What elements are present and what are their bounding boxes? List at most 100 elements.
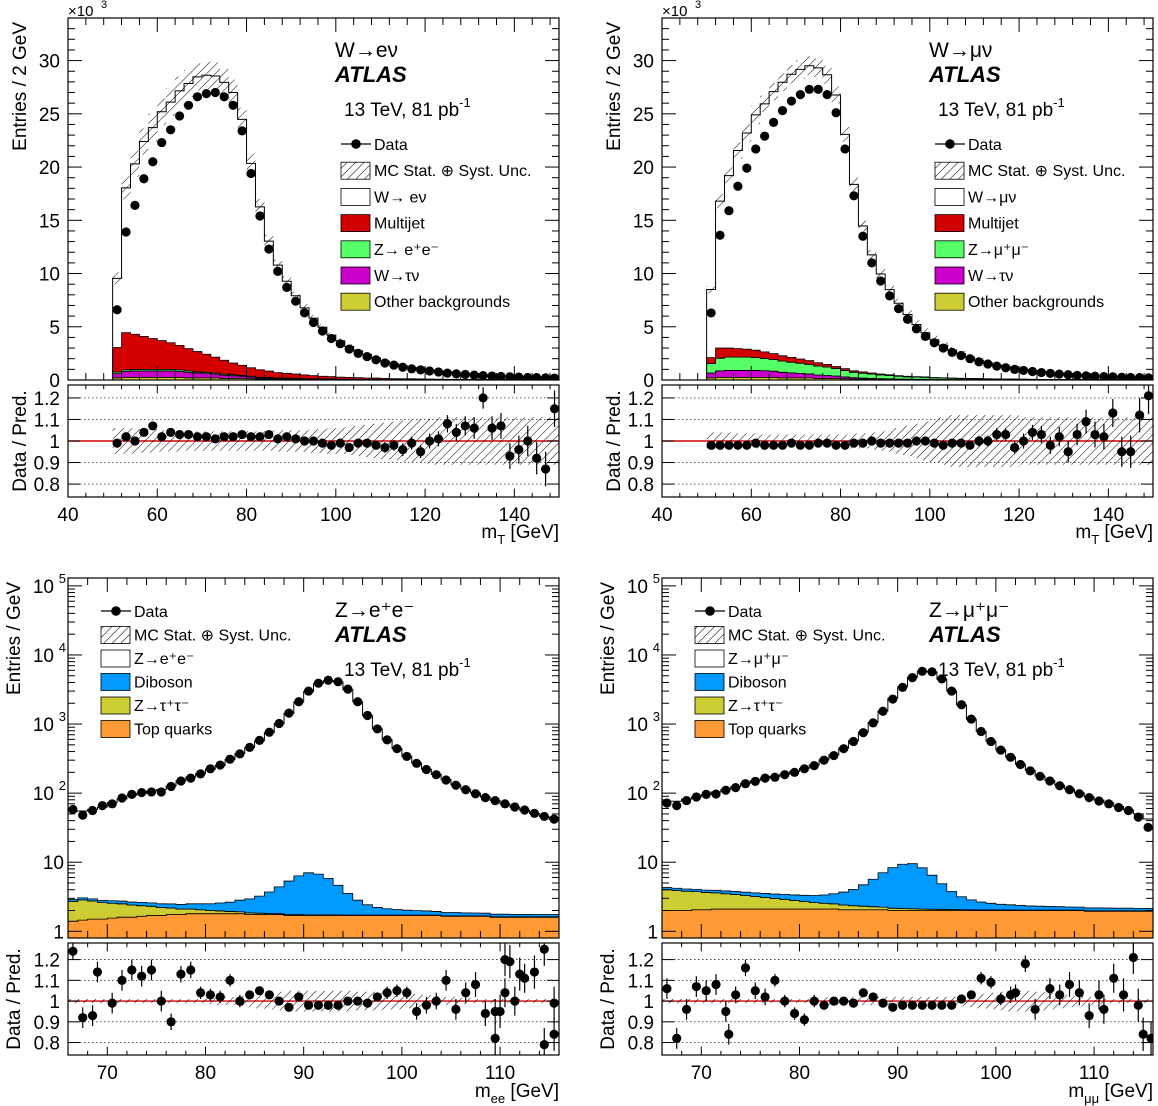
ratio-point	[1001, 429, 1011, 440]
y-tick-label: 10	[39, 265, 60, 286]
x-tick-label: 100	[386, 1063, 418, 1084]
data-point	[868, 718, 878, 728]
data-point	[947, 686, 957, 696]
main-frame	[661, 577, 1154, 939]
data-point	[205, 764, 215, 774]
legend-label: W→ eν	[374, 189, 426, 206]
ratio-point	[470, 979, 481, 990]
data-point	[148, 157, 158, 167]
y-tick-label: 15	[633, 211, 654, 232]
ratio-point	[751, 438, 761, 448]
ratio-point	[192, 432, 203, 442]
data-point	[1064, 785, 1075, 795]
ratio-point	[460, 421, 470, 431]
data-point	[768, 117, 779, 127]
data-point	[215, 760, 225, 770]
data-point	[87, 805, 98, 816]
ratio-axis-label: Data / Pred.	[598, 948, 619, 1049]
data-point	[228, 100, 238, 110]
ratio-point	[1020, 959, 1030, 969]
data-point	[920, 331, 930, 341]
ratio-point	[87, 1010, 98, 1021]
data-point	[176, 776, 186, 786]
data-point	[382, 735, 392, 745]
y-tick-label: 10	[637, 853, 658, 874]
data-point	[813, 84, 823, 94]
ratio-point	[421, 1000, 432, 1010]
legend-label: Z→e⁺e⁻	[134, 651, 194, 668]
ratio-point	[294, 992, 304, 1002]
data-point	[245, 742, 255, 752]
data-point	[927, 667, 937, 677]
ratio-point	[1128, 952, 1138, 963]
data-point	[986, 736, 996, 747]
ratio-y-tick-label: 0.8	[34, 1034, 60, 1055]
data-point	[514, 372, 524, 380]
data-point	[130, 200, 140, 210]
data-point	[777, 106, 788, 116]
ratio-point	[920, 436, 930, 446]
data-point	[804, 84, 814, 94]
data-point	[965, 354, 975, 364]
x-tick-label: 120	[1003, 505, 1035, 526]
data-point	[372, 724, 382, 734]
ratio-point	[819, 1000, 829, 1010]
x-tick-label: 100	[980, 1063, 1012, 1084]
y-axis-label: Entries / 2 GeV	[604, 22, 625, 151]
legend-label: Data	[968, 137, 1002, 154]
ratio-point	[228, 432, 238, 442]
data-point	[344, 344, 354, 354]
legend-swatch	[934, 214, 965, 233]
legend-swatch	[340, 292, 371, 311]
ratio-point	[813, 438, 823, 448]
ratio-point	[809, 996, 819, 1006]
ratio-point	[858, 438, 868, 448]
legend-label: Top quarks	[728, 722, 806, 739]
ratio-point	[323, 1000, 333, 1010]
ratio-point	[885, 438, 895, 448]
y-tick-label: 15	[39, 211, 60, 232]
data-point	[786, 96, 797, 106]
ratio-point	[1055, 990, 1065, 1000]
ratio-point	[966, 990, 976, 1000]
legend-hatch-swatch	[340, 161, 371, 180]
data-point	[299, 308, 310, 318]
ratio-y-tick-label: 0.8	[34, 475, 60, 496]
ratio-point	[839, 996, 849, 1006]
data-point	[291, 296, 301, 306]
ratio-point	[1018, 436, 1029, 446]
data-point	[380, 358, 390, 368]
data-point	[326, 333, 336, 344]
data-point	[1045, 368, 1055, 378]
data-point	[733, 181, 743, 191]
data-point	[308, 317, 319, 328]
x-tick-label: 40	[57, 505, 78, 526]
data-point	[424, 366, 435, 376]
x-tick-label: 100	[320, 505, 352, 526]
ratio-point	[681, 1004, 692, 1014]
ratio-point	[1045, 984, 1055, 994]
ratio-point	[1133, 1000, 1143, 1010]
main-frame	[67, 577, 560, 939]
data-point	[976, 726, 986, 737]
atlas-label: ATLAS	[334, 622, 407, 647]
ratio-point	[549, 1029, 559, 1039]
ratio-point	[490, 1033, 500, 1044]
data-point	[156, 787, 166, 797]
ratio-point	[441, 975, 451, 985]
ratio-point	[515, 969, 525, 979]
ratio-point	[929, 438, 939, 448]
ratio-point	[451, 1004, 461, 1014]
ratio-y-tick-label: 1	[643, 992, 654, 1013]
data-point	[731, 783, 741, 793]
y-tick-exponent: 5	[653, 571, 660, 586]
data-point	[210, 87, 220, 98]
x-tick-label: 80	[830, 505, 851, 526]
ratio-point	[947, 1000, 957, 1010]
ratio-point	[1143, 391, 1153, 401]
y-tick-label: 10	[627, 646, 648, 667]
data-point	[706, 308, 716, 318]
ratio-point	[291, 434, 301, 444]
data-point	[112, 305, 122, 315]
data-point	[1108, 372, 1118, 380]
